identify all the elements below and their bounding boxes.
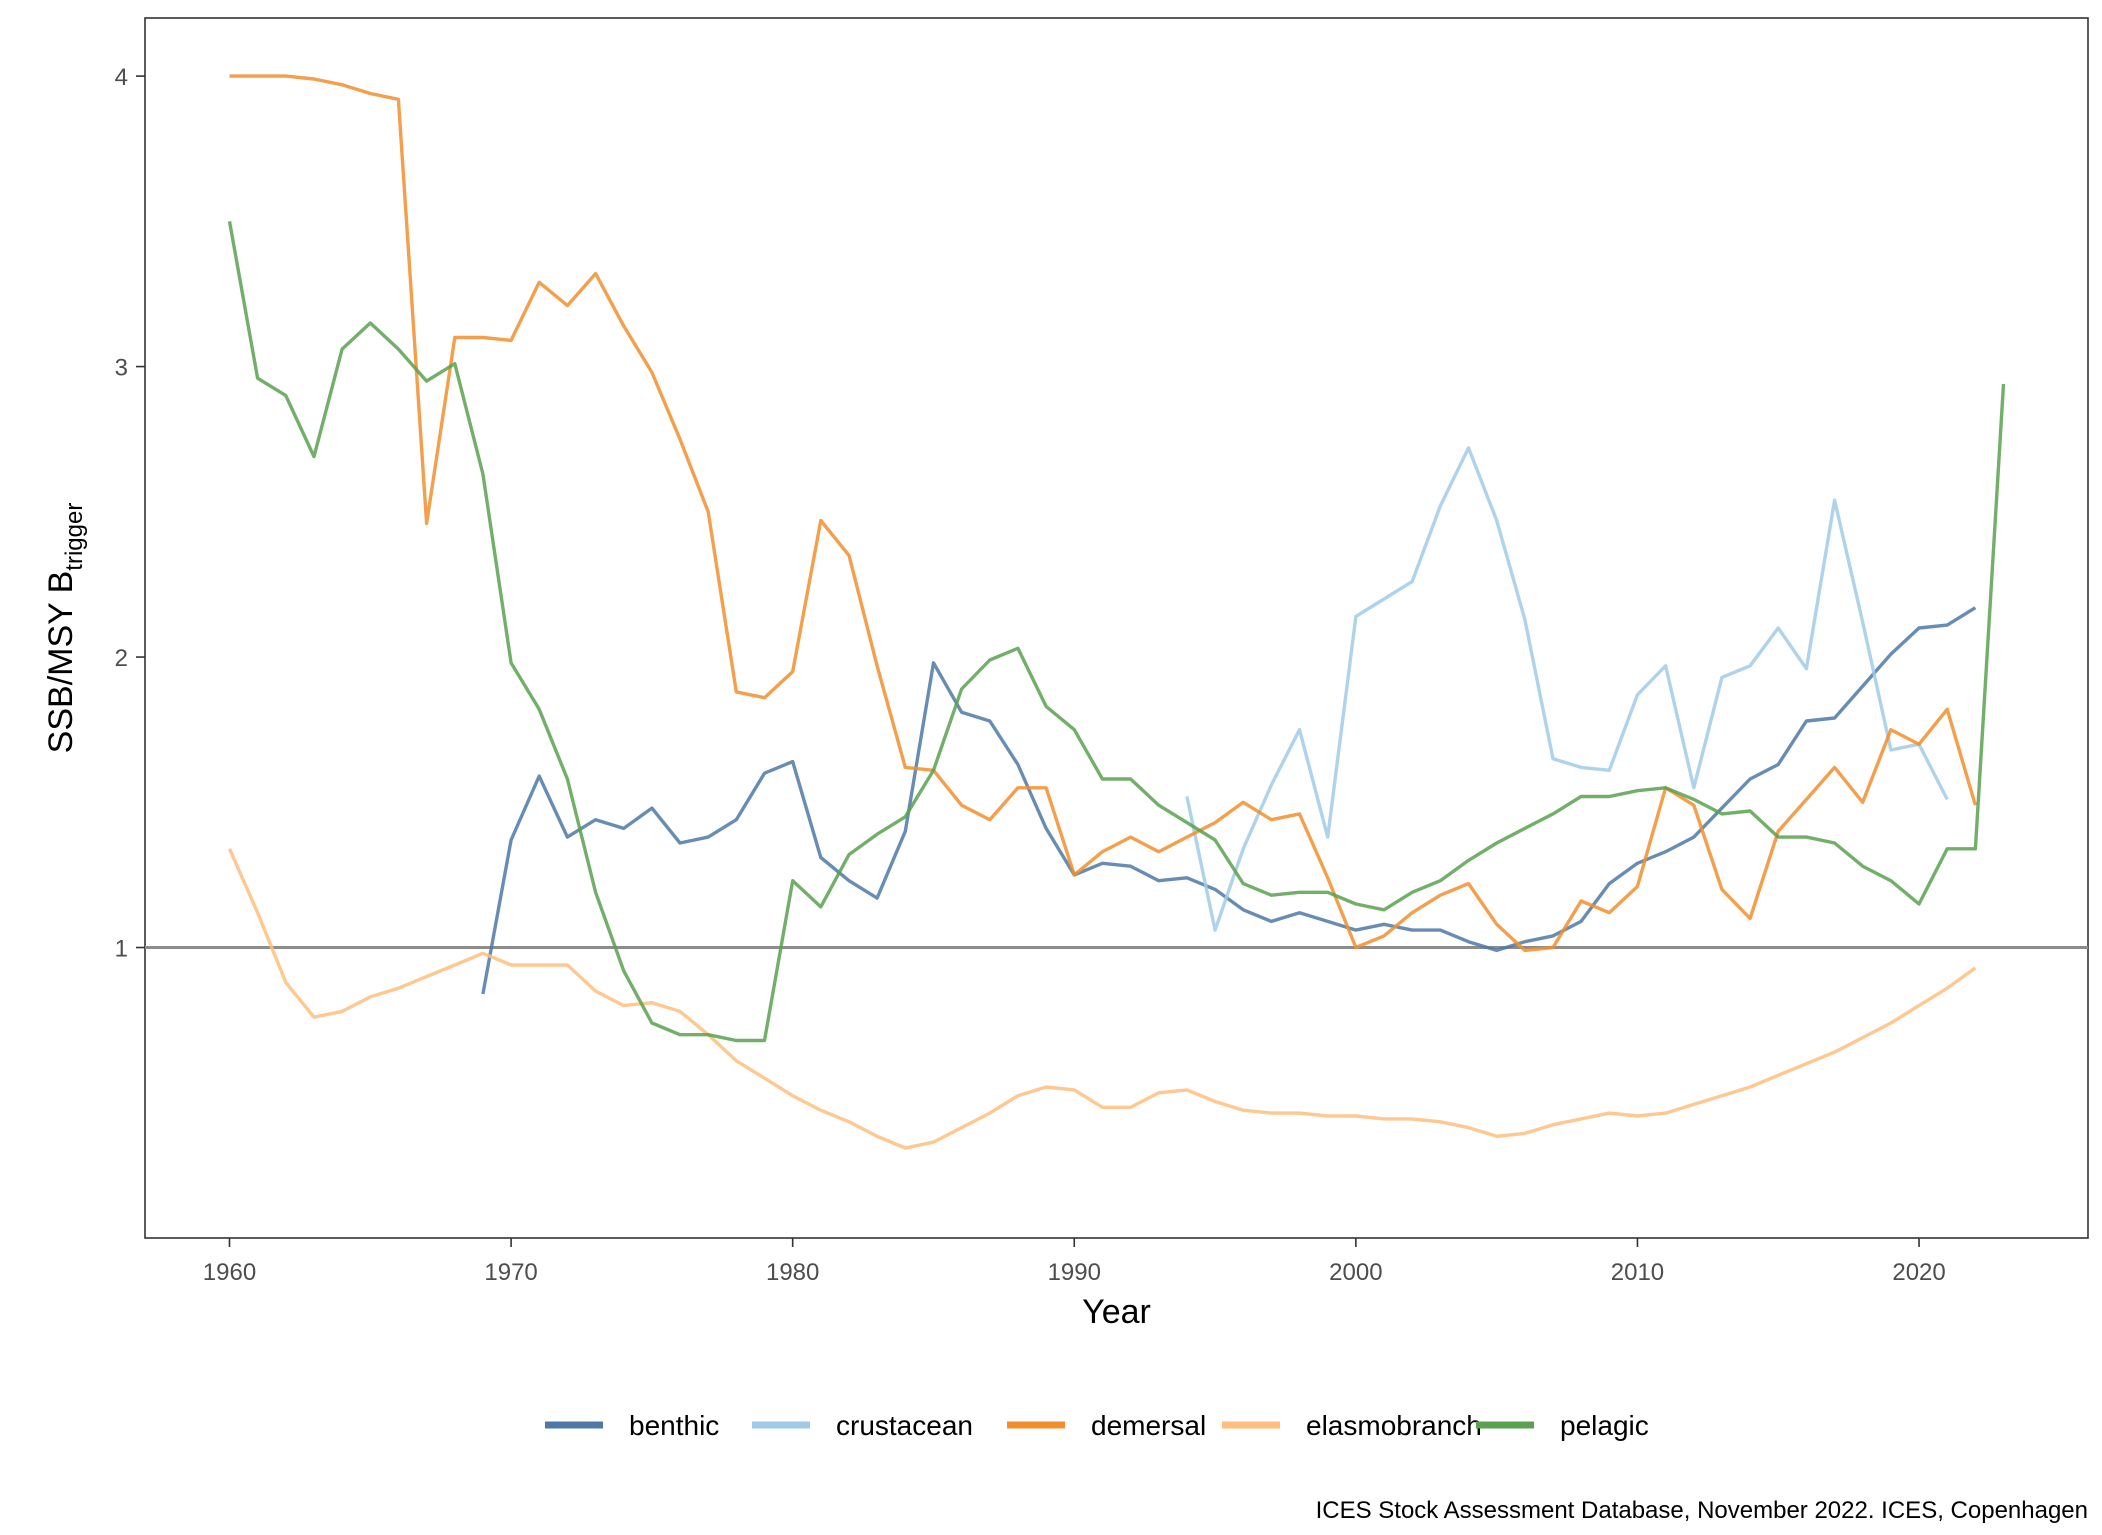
panel-border (144, 17, 2089, 1239)
x-tick-label: 1980 (766, 1259, 819, 1286)
legend-label-pelagic: pelagic (1560, 1410, 1649, 1441)
y-axis-title-subscript: trigger (61, 503, 88, 571)
series-line-benthic (481, 606, 1977, 995)
x-axis: 1960 1970 1980 1990 2000 2010 2020 (203, 1238, 1946, 1286)
x-tick-label: 2010 (1611, 1259, 1664, 1286)
y-tick-label: 1 (115, 936, 128, 963)
x-tick-label: 1960 (203, 1259, 256, 1286)
legend-label-elasmobranch: elasmobranch (1306, 1410, 1482, 1441)
x-tick-label: 1990 (1048, 1259, 1101, 1286)
series-line-crustacean (1185, 446, 1949, 932)
y-axis-title: SSB/MSY Btrigger (42, 503, 88, 754)
y-tick-label: 3 (115, 355, 128, 382)
series-line-demersal (229, 74, 1978, 953)
series-line-pelagic (227, 221, 2006, 1043)
source-caption: ICES Stock Assessment Database, November… (1316, 1497, 2088, 1524)
series-layer (227, 74, 2006, 1150)
y-tick-label: 2 (115, 645, 128, 672)
legend-label-crustacean: crustacean (836, 1410, 973, 1441)
legend: benthic crustacean demersal elasmobranch pel… (545, 1410, 1649, 1441)
y-axis: 1 2 3 4 (115, 64, 145, 963)
y-tick-label: 4 (115, 64, 128, 91)
plot-area (144, 17, 2089, 1239)
y-axis-title-main: SSB/MSY B (42, 571, 80, 754)
x-tick-label: 2000 (1329, 1259, 1382, 1286)
x-axis-title: Year (1082, 1293, 1151, 1331)
legend-label-benthic: benthic (629, 1410, 719, 1441)
series-line-elasmobranch (227, 848, 1977, 1150)
x-tick-label: 2020 (1892, 1259, 1945, 1286)
x-tick-label: 1970 (484, 1259, 537, 1286)
legend-label-demersal: demersal (1091, 1410, 1206, 1441)
